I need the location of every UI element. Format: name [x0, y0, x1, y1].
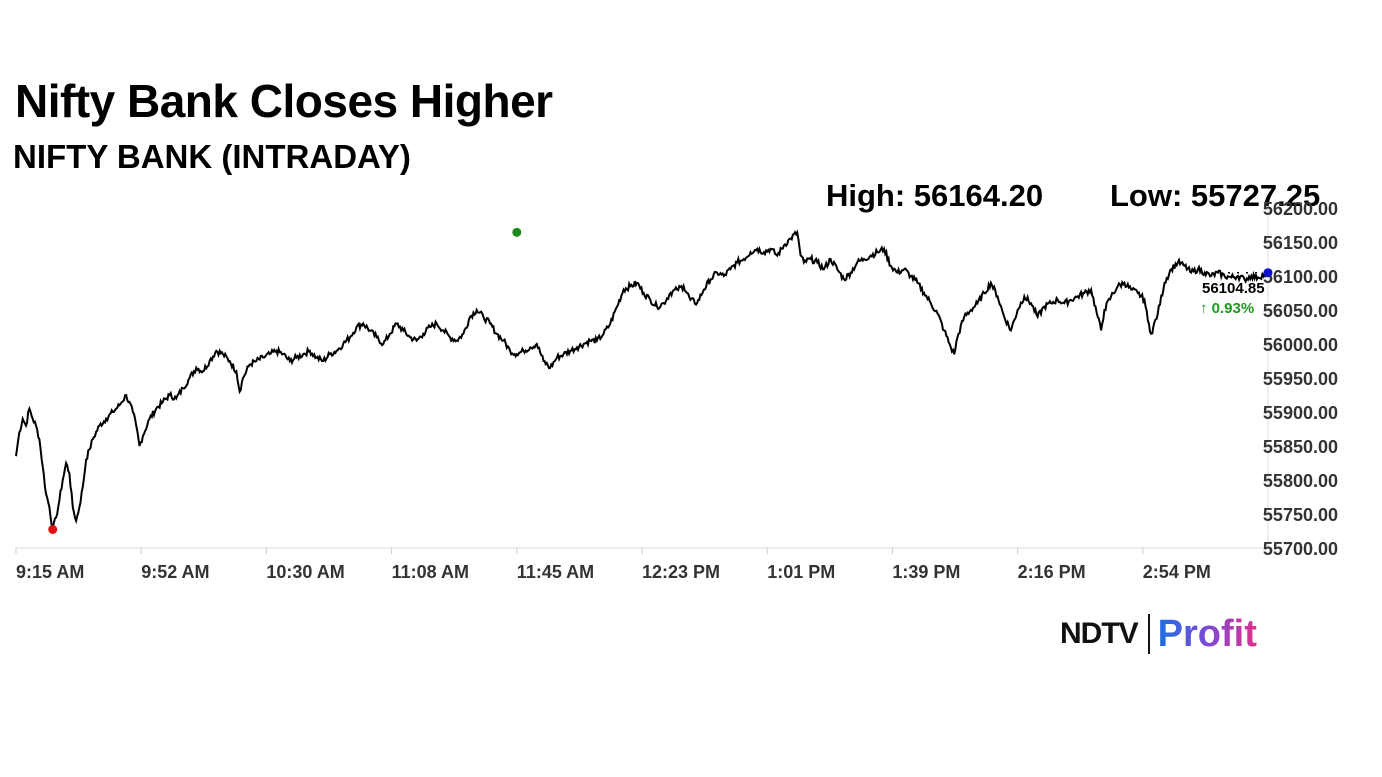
- x-tick-label: 2:16 PM: [1018, 562, 1086, 582]
- y-axis-ticks: 56200.00 56150.00 56100.00 56050.00 56000.00…: [1263, 199, 1338, 559]
- x-tick-label: 11:08 AM: [392, 562, 469, 582]
- y-tick-label: 55950.00: [1263, 369, 1338, 389]
- y-tick-label: 56050.00: [1263, 301, 1338, 321]
- chart-subtitle: NIFTY BANK (INTRADAY): [13, 138, 411, 175]
- y-tick-label: 55800.00: [1263, 471, 1338, 491]
- y-tick-label: 55750.00: [1263, 505, 1338, 525]
- x-tick-label: 9:15 AM: [16, 562, 84, 582]
- last-marker: [1263, 268, 1273, 278]
- high-marker: [512, 227, 522, 237]
- x-tick-label: 1:39 PM: [892, 562, 960, 582]
- y-tick-label: 55850.00: [1263, 437, 1338, 457]
- chart-markers: [48, 227, 1273, 534]
- x-tick-label: 2:54 PM: [1143, 562, 1211, 582]
- y-tick-label: 56100.00: [1263, 267, 1338, 287]
- x-tick-label: 9:52 AM: [141, 562, 209, 582]
- y-tick-label: 55900.00: [1263, 403, 1338, 423]
- y-tick-label: 56200.00: [1263, 199, 1338, 219]
- x-tick-label: 11:45 AM: [517, 562, 594, 582]
- x-tick-label: 12:23 PM: [642, 562, 720, 582]
- ndtv-profit-logo: NDTV Profit: [1060, 612, 1257, 656]
- high-stat: High: 56164.20: [826, 178, 1044, 213]
- y-tick-label: 56150.00: [1263, 233, 1338, 253]
- price-line: [15, 229, 1269, 530]
- x-tick-label: 1:01 PM: [767, 562, 835, 582]
- low-stat: Low: 55727.25: [1110, 178, 1321, 213]
- last-value-label: 56104.85: [1202, 280, 1265, 297]
- y-tick-label: 56000.00: [1263, 335, 1338, 355]
- chart-axes: [16, 208, 1269, 549]
- logo-ndtv-text: NDTV: [1060, 617, 1139, 650]
- chart-title: Nifty Bank Closes Higher: [15, 75, 553, 127]
- logo-profit-text: Profit: [1157, 612, 1257, 655]
- x-axis-ticks: 9:15 AM 9:52 AM 10:30 AM 11:08 AM 11:45 AM 12…: [15, 548, 1211, 582]
- last-change-label: ↑ 0.93%: [1200, 300, 1254, 317]
- x-tick-label: 10:30 AM: [266, 562, 344, 582]
- logo-divider: [1147, 614, 1150, 654]
- low-marker: [48, 524, 58, 534]
- y-tick-label: 55700.00: [1263, 539, 1338, 559]
